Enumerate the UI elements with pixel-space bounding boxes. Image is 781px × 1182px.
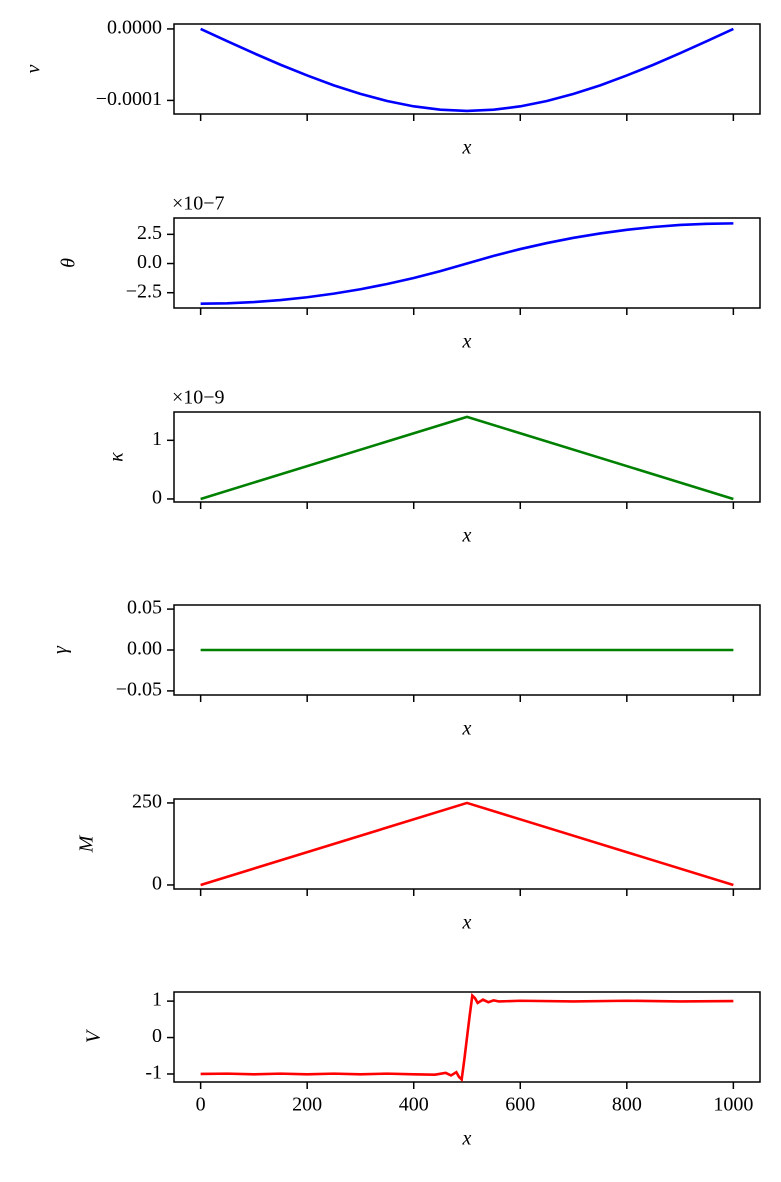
data-line	[200, 222, 734, 305]
y-axis-label: κ	[106, 452, 128, 462]
y-axis-label: γ	[50, 645, 72, 654]
y-tick-label: 0.0000	[107, 17, 162, 39]
x-tick-label: 800	[612, 1094, 642, 1116]
y-tick-label: 2.5	[137, 222, 162, 244]
offset-text: ×10−9	[172, 387, 225, 409]
y-tick-label: 250	[132, 791, 162, 813]
y-tick-label: −0.0001	[96, 88, 162, 110]
axes-frame	[173, 411, 761, 503]
x-axis-label: x	[462, 912, 472, 934]
y-axis-label: V	[83, 1028, 105, 1043]
y-tick-label: −2.5	[126, 280, 162, 302]
y-axis-label: θ	[58, 258, 80, 268]
y-tick-label: 0	[152, 873, 162, 895]
axes-frame	[173, 798, 761, 890]
x-tick-label: 400	[399, 1094, 429, 1116]
y-tick-label: 0.05	[127, 597, 162, 619]
offset-text: ×10−7	[172, 193, 225, 215]
y-tick-label: 0	[152, 487, 162, 509]
x-tick-label: 1000	[713, 1094, 753, 1116]
y-tick-label: 0.0	[137, 251, 162, 273]
data-line	[200, 415, 734, 501]
y-tick-label: -1	[145, 1062, 162, 1084]
y-tick-label: 0	[152, 1025, 162, 1047]
y-axis-label: v	[23, 64, 45, 73]
y-tick-label: −0.05	[116, 679, 162, 701]
x-axis-label: x	[462, 525, 472, 547]
x-tick-label: 0	[196, 1094, 206, 1116]
x-axis-label: x	[462, 718, 472, 740]
x-axis-label: x	[462, 137, 472, 159]
data-line	[200, 27, 734, 113]
data-line	[200, 801, 734, 887]
x-tick-label: 600	[505, 1094, 535, 1116]
y-tick-label: 0.00	[127, 638, 162, 660]
x-axis-label: x	[462, 331, 472, 353]
x-axis-label: x	[462, 1128, 472, 1150]
y-tick-label: 1	[152, 428, 162, 450]
x-tick-label: 200	[292, 1094, 322, 1116]
data-line	[200, 992, 734, 1083]
axes-frame	[173, 23, 761, 115]
y-axis-label: M	[76, 834, 98, 853]
y-tick-label: 1	[152, 989, 162, 1011]
